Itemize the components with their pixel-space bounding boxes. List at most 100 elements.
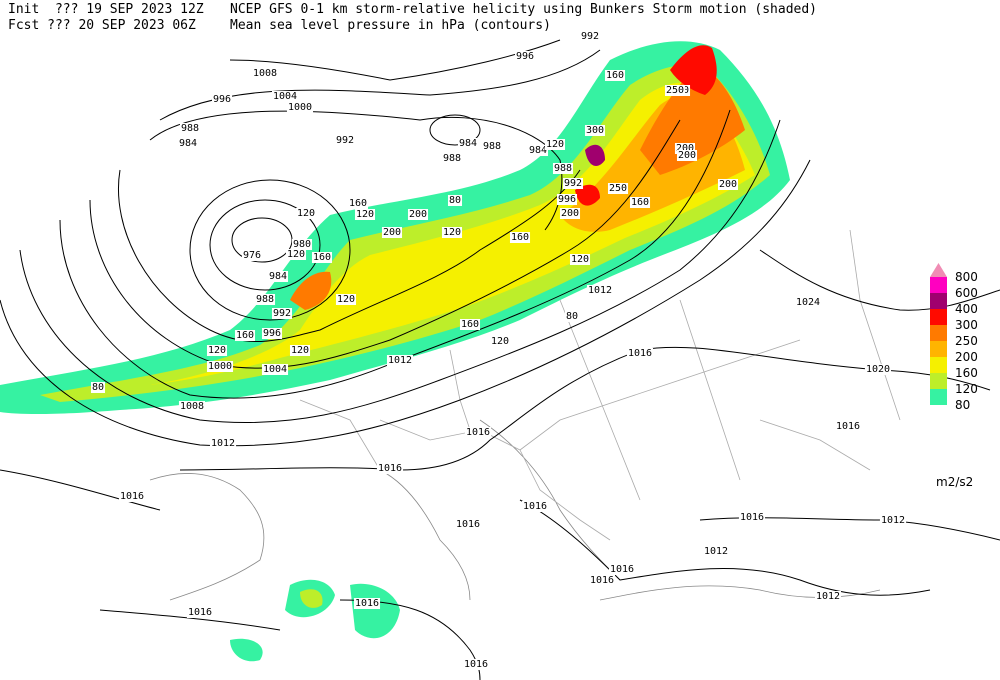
- isobar-label: 1016: [740, 512, 764, 523]
- isobar-label: 992: [336, 135, 354, 146]
- isobar-label-bg: [386, 355, 414, 366]
- isobar-label: 1016: [464, 659, 488, 670]
- shading-label-bg: [584, 125, 606, 136]
- legend-label: 80: [955, 398, 970, 412]
- title: NCEP GFS 0-1 km storm-relative helicity …: [230, 2, 817, 17]
- shading-label: 160: [631, 197, 649, 208]
- shading-label-bg: [354, 209, 376, 220]
- isobar-label: 988: [443, 153, 461, 164]
- isobar-label: 1016: [355, 598, 379, 609]
- isobar-label: 1016: [466, 427, 490, 438]
- shading-label-bg: [664, 85, 686, 96]
- shading-label: 80: [566, 311, 578, 322]
- isobar-label: 1016: [836, 421, 860, 432]
- shading-label-bg: [489, 336, 511, 347]
- isobar-label: 996: [558, 194, 576, 205]
- shading-label-bg: [441, 227, 463, 238]
- shading-label: 120: [491, 336, 509, 347]
- shading-label: 250: [609, 183, 627, 194]
- isobar-label-bg: [206, 361, 234, 372]
- shading-label-bg: [234, 330, 256, 341]
- isobar-label: 1016: [188, 607, 212, 618]
- isobar-label: 988: [483, 141, 501, 152]
- isobar-label: 1016: [378, 463, 402, 474]
- isobar-label: 1016: [523, 501, 547, 512]
- shading-label: 120: [356, 209, 374, 220]
- shading-label-bg: [459, 319, 481, 330]
- legend-label: 250: [955, 334, 978, 348]
- isobar-label-bg: [334, 135, 356, 146]
- legend-swatch: [930, 389, 947, 405]
- isobar-label: 1016: [456, 519, 480, 530]
- isobar-label-bg: [738, 512, 766, 523]
- shading-label: 120: [337, 294, 355, 305]
- isobar-label-bg: [179, 123, 201, 134]
- isobar-label: 988: [181, 123, 199, 134]
- shading-label-bg: [559, 208, 581, 219]
- shading-label-bg: [509, 232, 531, 243]
- isobar-label-bg: [241, 250, 263, 261]
- shading-label: 160: [606, 70, 624, 81]
- isobar-label: 984: [269, 271, 287, 282]
- isobar-label-bg: [291, 239, 313, 250]
- shading-label: 120: [571, 254, 589, 265]
- shading-label-bg: [629, 197, 651, 208]
- shading-label-bg: [295, 208, 317, 219]
- legend-unit: m2/s2: [936, 475, 973, 489]
- isobar-label: 1016: [120, 491, 144, 502]
- shading-label: 200: [383, 227, 401, 238]
- shading-label-bg: [604, 70, 626, 81]
- shading-label-bg: [569, 254, 591, 265]
- isobar-label-bg: [457, 138, 479, 149]
- legend-label: 160: [955, 366, 978, 380]
- isobar-label-bg: [521, 501, 549, 512]
- isobar-label-bg: [588, 575, 616, 586]
- isobar-label: 988: [554, 163, 572, 174]
- isobar-label-bg: [211, 94, 233, 105]
- shading-label-bg: [335, 294, 357, 305]
- isobar-label-bg: [267, 271, 289, 282]
- isobar-label: 1012: [704, 546, 728, 557]
- legend-swatch: [930, 357, 947, 373]
- shading-label: 200: [676, 143, 694, 154]
- shading-label-bg: [347, 198, 369, 209]
- isobar-label: 1012: [588, 285, 612, 296]
- isobar-label: 1016: [610, 564, 634, 575]
- isobar-label-bg: [177, 138, 199, 149]
- isobar-label-bg: [454, 519, 482, 530]
- isobar-label: 1016: [590, 575, 614, 586]
- isobar-label: 996: [213, 94, 231, 105]
- shading-label: 200: [719, 179, 737, 190]
- legend-swatch: [930, 341, 947, 357]
- legend-swatch: [930, 373, 947, 389]
- legend-swatch: [930, 263, 947, 277]
- isobar-label: 996: [263, 328, 281, 339]
- isobar-label-bg: [271, 308, 293, 319]
- shading-label-bg: [289, 345, 311, 356]
- legend-swatch: [930, 325, 947, 341]
- shading-label: 250: [666, 85, 684, 96]
- shading-label-bg: [311, 252, 333, 263]
- isobar-label: 984: [179, 138, 197, 149]
- isobar-label: 992: [581, 31, 599, 42]
- shading-label: 200: [561, 208, 579, 219]
- shading-label: 160: [461, 319, 479, 330]
- shading-label: 120: [291, 345, 309, 356]
- isobar-label: 1012: [881, 515, 905, 526]
- isobar-label: 1012: [211, 438, 235, 449]
- isobar-label: 984: [529, 145, 547, 156]
- isobar-label-bg: [464, 427, 492, 438]
- shading-label-bg: [381, 227, 403, 238]
- shading-label-bg: [717, 179, 739, 190]
- shading-label-bg: [676, 150, 698, 161]
- shading-label-bg: [90, 382, 106, 393]
- isobar-label: 1000: [208, 361, 232, 372]
- isobar-label-bg: [441, 153, 463, 164]
- isobar-label-bg: [462, 659, 490, 670]
- isobar-label: 992: [273, 308, 291, 319]
- isobar-label-bg: [118, 491, 146, 502]
- isobar-label-bg: [286, 102, 314, 113]
- legend-swatch: [930, 309, 947, 325]
- isobar-label: 980: [293, 239, 311, 250]
